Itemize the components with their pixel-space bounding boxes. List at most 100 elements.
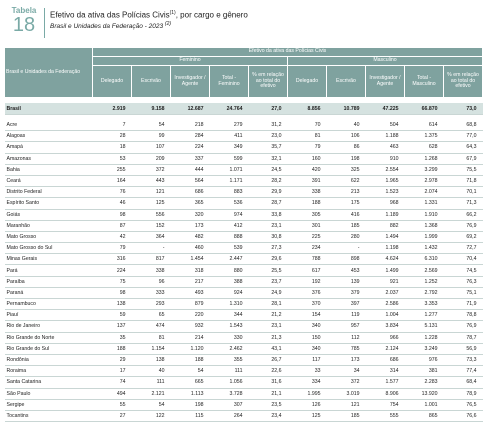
cell: 18 [92,141,132,154]
cell: 28,1 [248,298,288,311]
cell: 279 [209,120,249,132]
cell: 333 [131,287,171,300]
row-label: Roraima [4,365,93,378]
cell: 932 [170,320,210,333]
cell: 81 [131,332,171,344]
title: Efetivo da ativa das Polícias Civis(1), … [50,10,248,20]
cell: 220 [170,309,210,322]
row: São Paulo 494 2.121 1.113 3.728 21,1 1.995 3.01… [4,388,483,400]
cell: 21,3 [248,332,288,344]
cell: 27 [92,410,132,423]
cell: 865 [404,410,444,423]
cell: 47.225 [365,103,405,115]
cell: 879 [170,298,210,311]
row-label: Maranhão [4,220,93,232]
row: Pará 224 338 318 880 25,5 617 453 1.499 2.569 74,5 [4,264,483,277]
cell: 35 [92,332,132,344]
row-label: Goiás [4,209,93,221]
header: Tabela 18 Efetivo da ativa das Polícias … [6,6,481,42]
cell: 883 [209,186,249,199]
row: Alagoas 28 99 284 411 23,0 81 106 1.188 1.375 77,0 [4,130,483,143]
cell: 416 [326,209,366,221]
cell: 13.920 [404,388,444,400]
cell: 686 [365,354,405,367]
cell: 175 [326,197,366,210]
cell: 32,1 [248,153,288,165]
cell: 754 [365,399,405,411]
cell: 536 [209,197,249,210]
cell: 24,9 [248,287,288,300]
row: Roraima 17 40 54 111 22,6 33 34 314 381 77,4 [4,365,483,378]
cell: 173 [326,354,366,367]
cell: 72,7 [443,242,483,255]
cell: 24.764 [209,103,249,115]
cell: 397 [326,298,366,311]
cell: 33 [287,365,327,378]
cell: 67,9 [443,153,483,165]
cell: 2.462 [209,343,249,355]
cell: 71,9 [443,298,483,311]
cell: 284 [170,130,210,143]
cell: 73,0 [443,103,483,115]
cell: 77,0 [443,130,483,143]
cell: 30,8 [248,231,288,244]
cell: 686 [170,186,210,199]
cell: 28,7 [248,197,288,210]
row-label: Espírito Santo [4,197,93,210]
row-label: Paraná [4,287,93,300]
cell: 125 [131,197,171,210]
cell: 54 [131,399,171,411]
cell: 122 [131,410,171,423]
cell: 494 [92,388,132,400]
cell: 1.454 [170,253,210,266]
cell: 7 [92,120,132,132]
cell: 444 [170,164,210,176]
row: Sergipe 55 54 198 307 23,5 126 121 754 1.001 76,5 [4,399,483,411]
cell: 1.189 [365,209,405,221]
cell: 154 [287,309,327,322]
cell: 1.995 [287,388,327,400]
title-text: Efetivo da ativa das Polícias Civis [50,10,170,20]
column-header: Delegado [92,65,132,98]
cell: 76,9 [443,220,483,232]
cell: 785 [326,343,366,355]
cell: 99 [131,130,171,143]
cell: 17 [92,365,132,378]
cell: 29 [92,354,132,367]
cell: 3.299 [404,164,444,176]
row-label: Amapá [4,141,93,154]
row-label: São Paulo [4,388,93,400]
cell: 76,5 [443,399,483,411]
cell: 29,9 [248,186,288,199]
cell: 539 [209,242,249,255]
cell: 968 [365,197,405,210]
cell: 2.074 [404,186,444,199]
cell: 119 [326,309,366,322]
cell: 334 [287,376,327,389]
cell: 138 [92,298,132,311]
cell: 40 [131,365,171,378]
cell: 1.113 [170,388,210,400]
cell: 1.577 [365,376,405,389]
cell: 412 [209,220,249,232]
cell: 23,5 [248,399,288,411]
column-header: Escrivão [326,65,366,98]
title-note: (1) [169,10,176,16]
cell: 69,2 [443,231,483,244]
row-label: Pará [4,264,93,277]
cell: 330 [209,332,249,344]
gender-header: Feminino [92,56,288,66]
cell: 8.856 [287,103,327,115]
cell: 1.331 [404,197,444,210]
row-label: Rondônia [4,354,93,367]
cell: 59 [92,309,132,322]
cell: 555 [365,410,405,423]
row: Tocantins 27 122 115 264 23,4 125 185 555 865 76,6 [4,410,483,423]
cell: 46 [92,197,132,210]
cell: 1.999 [404,231,444,244]
cell: 628 [404,141,444,154]
cell: 1.375 [404,130,444,143]
cell: 71,8 [443,175,483,188]
cell: 150 [287,332,327,344]
cell: 1.171 [209,175,249,188]
